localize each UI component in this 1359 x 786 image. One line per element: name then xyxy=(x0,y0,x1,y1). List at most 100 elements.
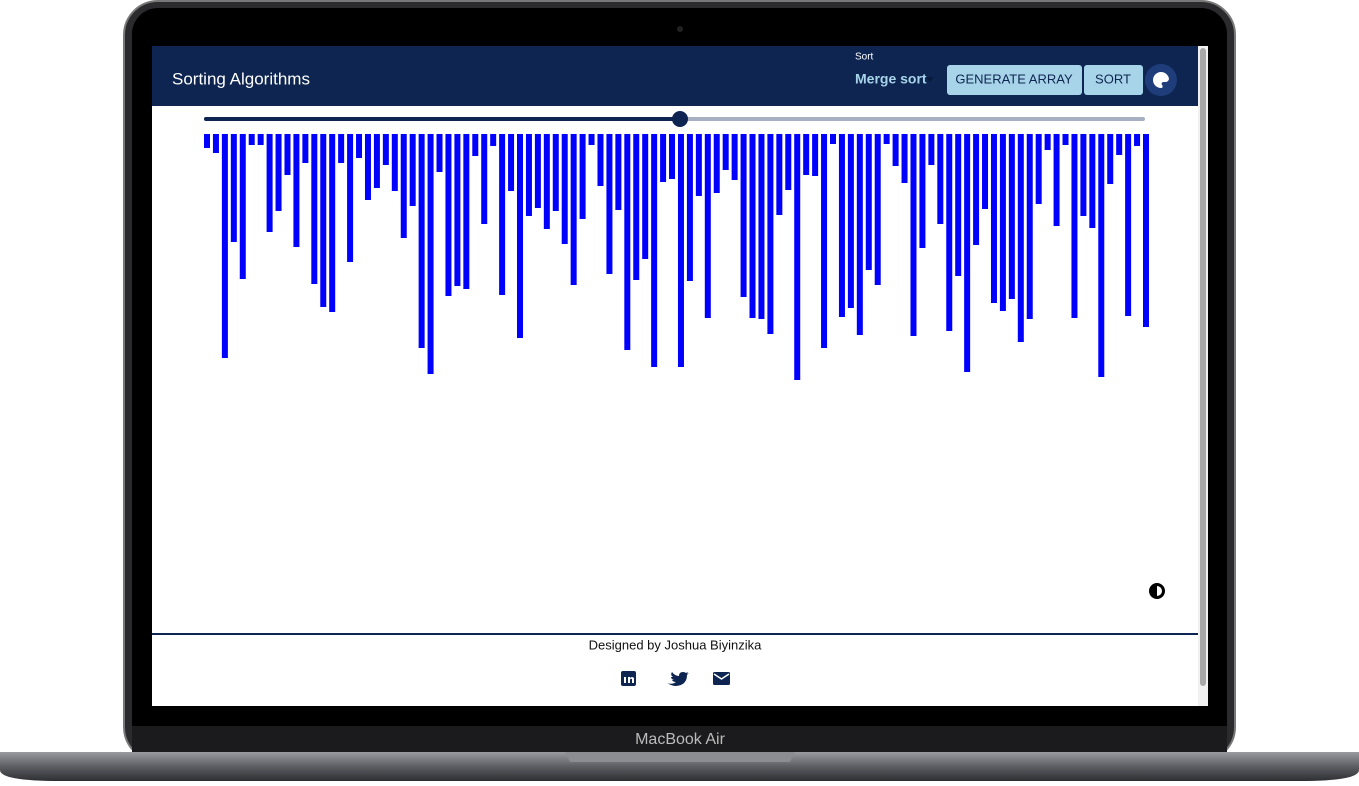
array-bar xyxy=(731,134,738,180)
chin xyxy=(132,726,1227,752)
array-bar xyxy=(409,134,416,206)
array-bar xyxy=(588,134,595,145)
app-title: Sorting Algorithms xyxy=(172,69,310,88)
linkedin-glyph[interactable] xyxy=(628,677,634,683)
array-bar xyxy=(1125,134,1132,316)
array-bar xyxy=(221,134,228,358)
array-bar xyxy=(418,134,425,348)
array-bar xyxy=(1116,134,1123,155)
array-bar xyxy=(928,134,935,165)
array-bar xyxy=(776,134,783,215)
array-bar xyxy=(266,134,273,232)
array-bar xyxy=(579,134,586,219)
array-bar xyxy=(463,134,470,289)
notch xyxy=(565,752,795,762)
array-bar xyxy=(821,134,828,348)
array-bar xyxy=(812,134,819,176)
array-bar xyxy=(1071,134,1078,318)
array-bar xyxy=(946,134,953,331)
array-bar xyxy=(677,134,684,367)
array-bar xyxy=(990,134,997,303)
array-bar xyxy=(436,134,443,172)
sort-button[interactable] xyxy=(1084,65,1143,95)
array-bar xyxy=(427,134,434,374)
array-bar xyxy=(1089,134,1096,228)
array-bar xyxy=(212,134,219,153)
array-bar xyxy=(391,134,398,191)
laptop-base xyxy=(0,752,1359,781)
select-arrow[interactable] xyxy=(926,77,934,82)
array-bar xyxy=(964,134,971,372)
array-bar xyxy=(284,134,291,175)
array-bar xyxy=(204,134,210,148)
linkedin-glyph[interactable] xyxy=(624,677,626,683)
array-bar xyxy=(651,134,658,367)
palette-icon[interactable] xyxy=(1153,71,1169,88)
array-bar xyxy=(275,134,282,211)
select-value[interactable]: Merge sort xyxy=(855,71,927,87)
array-bar xyxy=(633,134,640,280)
sort-button-label[interactable]: SORT xyxy=(1095,71,1131,86)
array-bar xyxy=(919,134,926,248)
array-bar xyxy=(445,134,452,296)
array-bar xyxy=(311,134,318,284)
array-bar xyxy=(293,134,300,247)
array-bar xyxy=(1143,134,1149,327)
array-bar xyxy=(606,134,613,274)
camera xyxy=(677,26,683,32)
generate-button[interactable] xyxy=(947,65,1082,95)
array-bar xyxy=(320,134,327,307)
array-bar xyxy=(758,134,765,319)
array-bar xyxy=(794,134,801,380)
array-bar xyxy=(499,134,506,295)
array-bar xyxy=(1053,134,1060,226)
array-bar xyxy=(454,134,461,286)
array-bar xyxy=(1134,134,1141,146)
array-bar xyxy=(713,134,720,193)
generate-button-label[interactable]: GENERATE ARRAY xyxy=(955,71,1073,86)
array-bar xyxy=(642,134,649,259)
array-bar xyxy=(1062,134,1069,145)
array-bar xyxy=(472,134,479,156)
array-bar xyxy=(695,134,702,196)
array-bar xyxy=(543,134,550,229)
array-bar xyxy=(660,134,667,182)
array-bar xyxy=(856,134,863,335)
array-bar xyxy=(999,134,1006,311)
array-bar xyxy=(1044,134,1051,150)
array-bar xyxy=(624,134,631,350)
array-bar xyxy=(1035,134,1042,204)
array-bar xyxy=(955,134,962,276)
scroll-thumb[interactable] xyxy=(1200,48,1206,686)
array-bar xyxy=(1098,134,1105,377)
array-bar xyxy=(561,134,568,244)
array-bar xyxy=(767,134,774,334)
array-bar xyxy=(704,134,711,318)
array-bar xyxy=(570,134,577,285)
array-bar xyxy=(1080,134,1087,216)
array-bar xyxy=(329,134,336,312)
array-bar xyxy=(508,134,515,191)
array-bar xyxy=(910,134,917,336)
array-bar xyxy=(785,134,792,190)
theme-icon[interactable] xyxy=(1157,586,1162,596)
array-bar xyxy=(722,134,729,170)
array-bar xyxy=(937,134,944,224)
footer-credit: Designed by Joshua Biyinzika xyxy=(589,637,762,652)
array-bar xyxy=(973,134,980,245)
twitter-icon[interactable] xyxy=(667,672,689,686)
array-bar xyxy=(874,134,881,285)
array-bar xyxy=(749,134,756,318)
array-bar xyxy=(490,134,497,146)
array-bar xyxy=(382,134,389,165)
array-bar xyxy=(830,134,836,144)
slider-thumb[interactable] xyxy=(672,111,688,127)
slider-fill[interactable] xyxy=(204,117,680,121)
array-bar xyxy=(901,134,908,183)
array-bar xyxy=(373,134,380,188)
array-bar xyxy=(338,134,345,163)
array-bar xyxy=(1107,134,1114,184)
array-bar xyxy=(302,134,309,163)
array-bar xyxy=(615,134,622,210)
email-glyph[interactable] xyxy=(713,673,730,680)
